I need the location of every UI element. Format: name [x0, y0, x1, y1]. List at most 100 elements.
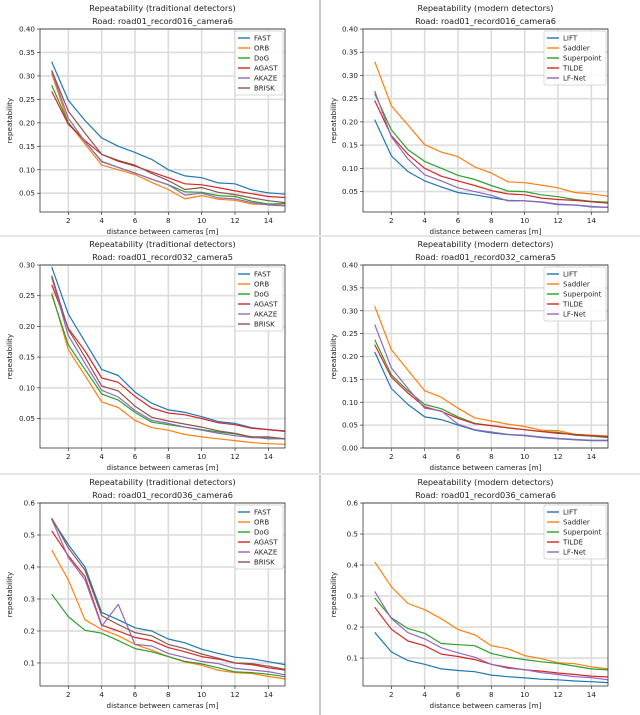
x-tick-label: 6 — [456, 452, 461, 461]
x-tick-label: 12 — [553, 690, 562, 699]
y-tick-label: 0.2 — [24, 626, 35, 635]
legend-label: AKAZE — [254, 75, 277, 83]
legend-label: ORB — [254, 519, 269, 527]
series-line-fast — [51, 518, 286, 666]
legend-label: DoG — [254, 529, 269, 537]
chart-title: Repeatability (traditional detectors) — [89, 3, 235, 13]
x-tick-label: 10 — [197, 690, 207, 699]
y-tick-label: 0.05 — [19, 414, 35, 423]
legend-label: LIFT — [563, 509, 578, 517]
y-tick-label: 0.05 — [19, 189, 35, 198]
y-axis-label: repeatability — [5, 333, 14, 379]
x-tick-label: 2 — [66, 216, 71, 225]
y-tick-label: 0.20 — [19, 322, 35, 331]
series-line-brisk — [51, 517, 286, 670]
series-line-saddler — [374, 61, 609, 197]
series-line-akaze — [51, 518, 286, 676]
x-tick-label: 14 — [587, 216, 597, 225]
x-axis-label: distance between cameras [m] — [430, 463, 542, 472]
legend-label: FAST — [254, 271, 272, 279]
x-tick-label: 8 — [166, 216, 171, 225]
legend-label: AKAZE — [254, 311, 277, 319]
chart-subtitle: Road: road01_record036_camera6 — [415, 490, 556, 500]
legend-label: LIFT — [563, 271, 578, 279]
legend-label: AGAST — [254, 301, 278, 309]
chart-title: Repeatability (modern detectors) — [418, 3, 554, 13]
legend-label: DoG — [254, 291, 269, 299]
x-tick-label: 4 — [422, 216, 427, 225]
series-line-dog — [51, 593, 286, 678]
legend-label: BRISK — [254, 559, 275, 567]
x-tick-label: 12 — [553, 216, 562, 225]
y-tick-label: 0.20 — [342, 117, 358, 126]
legend: FAST ORB DoG AGAST AKAZE BRISK — [234, 30, 284, 96]
row-divider — [0, 235, 640, 237]
series-line-agast — [51, 91, 286, 199]
legend-label: AGAST — [254, 65, 278, 73]
chart-2: Repeatability (modern detectors) Road: ro… — [329, 3, 609, 236]
y-tick-label: 0.20 — [19, 118, 35, 127]
chart-panel-2: Repeatability (modern detectors) Road: ro… — [319, 0, 640, 236]
y-tick-label: 0.30 — [342, 71, 358, 80]
legend-label: ORB — [254, 45, 269, 53]
x-axis-label: distance between cameras [m] — [107, 701, 219, 710]
chart-panel-5: Repeatability (traditional detectors) Roa… — [0, 474, 319, 715]
x-tick-label: 6 — [133, 452, 138, 461]
series-line-orb — [51, 292, 286, 445]
x-tick-label: 8 — [166, 452, 171, 461]
x-tick-label: 8 — [166, 690, 171, 699]
x-tick-label: 14 — [587, 690, 597, 699]
y-tick-label: 0.35 — [342, 48, 358, 57]
legend-label: AGAST — [254, 539, 278, 547]
legend-box — [234, 30, 284, 96]
x-tick-label: 10 — [197, 452, 207, 461]
row-divider — [0, 473, 640, 475]
y-tick-label: 0.30 — [19, 261, 35, 270]
chart-subtitle: Road: road01_record016_camera6 — [92, 16, 233, 26]
legend-label: Superpoint — [563, 529, 602, 537]
legend-label: Saddler — [563, 45, 590, 53]
legend-label: Superpoint — [563, 291, 602, 299]
legend-label: FAST — [254, 509, 272, 517]
chart-title: Repeatability (traditional detectors) — [89, 239, 235, 249]
legend-label: TILDE — [562, 65, 583, 73]
y-tick-label: 0.4 — [347, 561, 359, 570]
x-tick-label: 6 — [456, 216, 461, 225]
y-tick-label: 0.05 — [342, 187, 358, 196]
y-tick-label: 0.6 — [24, 499, 36, 508]
y-tick-label: 0.10 — [342, 398, 358, 407]
series-line-lf-net — [374, 324, 608, 441]
y-tick-label: 0.10 — [342, 164, 358, 173]
legend: LIFT Saddler Superpoint TILDE LF-Net — [543, 504, 607, 560]
series-line-orb — [51, 73, 286, 206]
series-line-tilde — [374, 100, 609, 204]
chart-subtitle: Road: road01_record016_camera6 — [415, 16, 556, 26]
legend-box — [543, 266, 607, 322]
y-tick-label: 0.15 — [342, 141, 358, 150]
y-tick-label: 0.30 — [19, 71, 35, 80]
y-tick-label: 0.00 — [342, 444, 358, 453]
y-tick-label: 0.25 — [19, 95, 35, 104]
y-tick-label: 0.3 — [24, 594, 35, 603]
y-tick-label: 0.05 — [342, 421, 358, 430]
legend-label: LIFT — [563, 35, 578, 43]
legend-box — [543, 504, 607, 560]
x-tick-label: 4 — [422, 690, 427, 699]
series-line-agast — [51, 284, 286, 432]
plot-frame — [39, 264, 286, 449]
series-line-akaze — [51, 71, 286, 207]
y-tick-label: 0.25 — [342, 329, 358, 338]
y-tick-label: 0.35 — [19, 48, 35, 57]
y-tick-label: 0.2 — [347, 623, 358, 632]
x-tick-label: 8 — [489, 216, 494, 225]
chart-panel-4: Repeatability (modern detectors) Road: ro… — [319, 236, 640, 474]
y-tick-label: 0.25 — [19, 291, 35, 300]
series-line-superpoint — [374, 597, 609, 671]
legend-label: AKAZE — [254, 549, 277, 557]
y-tick-label: 0.20 — [342, 352, 358, 361]
y-tick-label: 0.40 — [342, 25, 358, 34]
x-tick-label: 2 — [66, 690, 71, 699]
x-tick-label: 4 — [99, 452, 104, 461]
y-axis-label: repeatability — [329, 333, 338, 379]
